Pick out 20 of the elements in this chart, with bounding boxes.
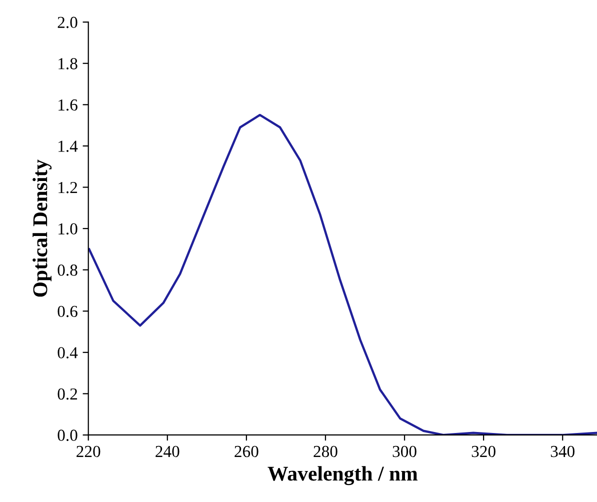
y-tick-label: 2.0	[58, 16, 78, 28]
y-tick-label: 0.0	[58, 430, 78, 442]
y-tick-label: 1.4	[58, 140, 78, 152]
y-tick-label: 0.8	[58, 264, 78, 276]
y-tick-label: 0.6	[58, 306, 78, 318]
x-tick-label: 260	[234, 446, 258, 458]
y-tick-label: 1.6	[58, 99, 78, 111]
x-tick-label: 300	[392, 446, 416, 458]
y-tick-label: 0.4	[58, 347, 78, 358]
y-tick-label: 1.8	[58, 58, 78, 70]
x-tick-label: 220	[76, 446, 100, 458]
y-tick-label: 1.0	[58, 223, 78, 235]
x-tick-label: 240	[156, 446, 180, 458]
y-tick-label: 0.2	[58, 388, 78, 400]
x-axis-title: Wavelength / nm	[268, 466, 418, 486]
y-tick-label: 1.2	[58, 182, 78, 194]
y-axis-title: Optical Density	[32, 160, 52, 297]
x-tick-label: 280	[314, 446, 338, 458]
x-tick-label: 340	[550, 446, 574, 458]
x-tick-label: 320	[472, 446, 496, 458]
